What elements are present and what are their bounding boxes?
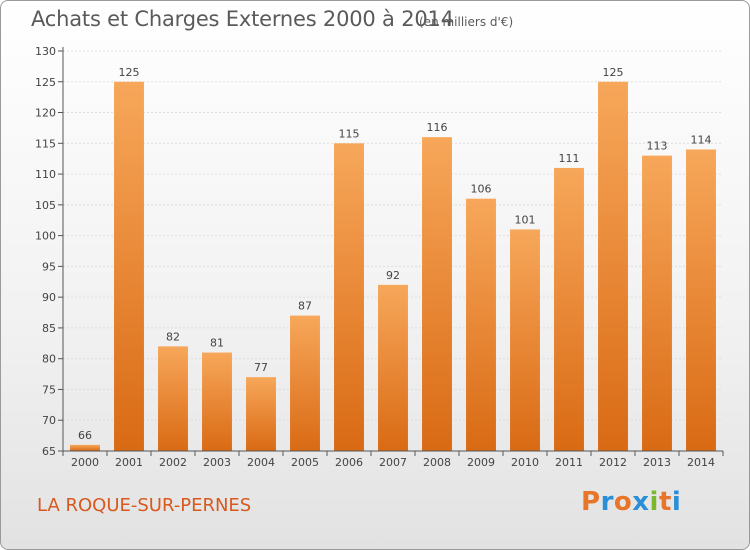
y-tick-label: 130 (35, 45, 56, 58)
x-tick-label: 2010 (511, 456, 539, 469)
logo-letter: r (600, 487, 614, 517)
bar (246, 377, 276, 451)
bar (686, 149, 716, 451)
logo-letter: i (649, 487, 659, 517)
x-tick-label: 2009 (467, 456, 495, 469)
x-tick-label: 2002 (159, 456, 187, 469)
y-tick-label: 95 (42, 260, 56, 273)
y-tick-label: 80 (42, 353, 56, 366)
bar (422, 137, 452, 451)
y-tick-label: 100 (35, 230, 56, 243)
y-tick-label: 110 (35, 168, 56, 181)
x-tick-label: 2003 (203, 456, 231, 469)
x-tick-label: 2008 (423, 456, 451, 469)
x-tick-label: 2014 (687, 456, 715, 469)
proxiti-logo[interactable]: Proxiti (581, 487, 681, 517)
axes: 65 70 75 80 85 90 95 100 105 110 115 120 125 130 2000 2… (35, 45, 724, 469)
bar-value-label: 101 (515, 213, 536, 226)
bar-value-label: 125 (603, 66, 624, 79)
bar-value-label: 116 (427, 121, 448, 134)
y-tick-label: 65 (42, 445, 56, 458)
bar (510, 229, 540, 451)
bar-value-label: 114 (691, 133, 712, 146)
bar-value-label: 111 (559, 152, 580, 165)
bar (290, 315, 320, 451)
bar (202, 352, 232, 451)
bar (378, 284, 408, 451)
bar-value-label: 115 (339, 127, 360, 140)
bar (466, 198, 496, 451)
y-tick-label: 115 (35, 137, 56, 150)
y-tick-label: 125 (35, 76, 56, 89)
bar (334, 143, 364, 452)
bar-value-label: 106 (471, 183, 492, 196)
bars: 66 125 82 81 77 87 115 92 116 106 101 111 125 113 114 (70, 66, 716, 452)
bar (642, 155, 672, 451)
x-tick-label: 2004 (247, 456, 275, 469)
x-tick-label: 2006 (335, 456, 363, 469)
y-tick-label: 105 (35, 199, 56, 212)
x-tick-label: 2001 (115, 456, 143, 469)
bar (114, 81, 144, 452)
y-tick-label: 120 (35, 107, 56, 120)
logo-letter: P (581, 487, 601, 517)
bar-value-label: 82 (166, 330, 180, 343)
bar-value-label: 87 (298, 300, 312, 313)
x-tick-label: 2005 (291, 456, 319, 469)
bar (158, 346, 188, 451)
chart-title: Achats et Charges Externes 2000 à 2014 (31, 7, 454, 31)
y-tick-label: 90 (42, 291, 56, 304)
y-tick-label: 70 (42, 414, 56, 427)
bar-value-label: 81 (210, 337, 224, 350)
y-tick-label: 85 (42, 322, 56, 335)
chart-unit: (en milliers d'€) (419, 15, 514, 29)
logo-letter: x (632, 487, 650, 517)
x-tick-label: 2012 (599, 456, 627, 469)
bar (598, 81, 628, 452)
bar (554, 167, 584, 451)
bar-value-label: 113 (647, 140, 668, 153)
logo-letter: i (671, 487, 682, 517)
bar-value-label: 125 (119, 66, 140, 79)
bar-value-label: 66 (78, 429, 92, 442)
logo-letter: o (613, 487, 633, 517)
x-tick-label: 2000 (71, 456, 99, 469)
x-tick-label: 2007 (379, 456, 407, 469)
x-tick-label: 2011 (555, 456, 583, 469)
bar-value-label: 92 (386, 269, 400, 282)
x-tick-label: 2013 (643, 456, 671, 469)
bar-value-label: 77 (254, 361, 268, 374)
commune-name: LA ROQUE-SUR-PERNES (37, 495, 252, 516)
y-tick-label: 75 (42, 383, 56, 396)
bar (70, 444, 100, 451)
logo-letter: t (658, 487, 672, 517)
